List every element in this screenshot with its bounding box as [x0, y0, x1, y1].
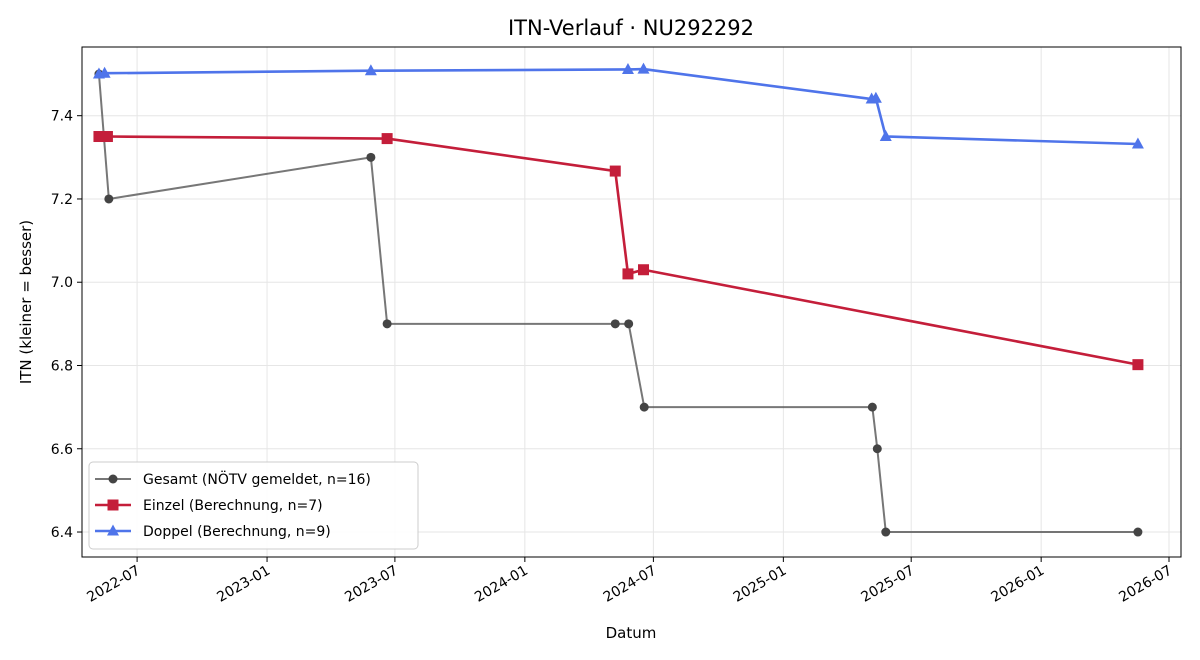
y-tick-label: 7.0 [51, 275, 73, 291]
data-point-gesamt [881, 527, 891, 537]
series-einzel [93, 131, 1144, 371]
data-point-doppel [1131, 137, 1144, 149]
y-tick-label: 7.2 [51, 192, 73, 208]
legend-item-gesamt: Gesamt (NÖTV gemeldet, n=16) [95, 470, 371, 488]
y-tick-label: 6.4 [51, 525, 73, 541]
y-axis-label: ITN (kleiner = besser) [17, 220, 35, 384]
data-point-doppel [621, 62, 634, 74]
chart-title: ITN-Verlauf · NU292292 [508, 16, 754, 40]
data-point-gesamt [624, 319, 634, 329]
data-point-einzel [101, 131, 113, 143]
series-layer [92, 62, 1144, 537]
legend-item-einzel: Einzel (Berechnung, n=7) [95, 498, 323, 514]
data-point-gesamt [366, 152, 376, 162]
series-doppel [92, 62, 1144, 149]
data-point-gesamt [1133, 527, 1143, 537]
data-point-gesamt [867, 402, 877, 412]
data-point-einzel [622, 268, 634, 280]
data-point-einzel [381, 133, 393, 145]
plot-frame [81, 46, 1182, 558]
legend-label-einzel: Einzel (Berechnung, n=7) [143, 498, 323, 514]
legend-label-gesamt: Gesamt (NÖTV gemeldet, n=16) [143, 470, 371, 488]
legend: Gesamt (NÖTV gemeldet, n=16) Einzel (Bere… [88, 461, 419, 550]
legend-item-doppel: Doppel (Berechnung, n=9) [95, 524, 331, 540]
data-point-doppel [98, 66, 111, 78]
data-point-einzel [638, 264, 650, 276]
legend-label-doppel: Doppel (Berechnung, n=9) [143, 524, 331, 540]
data-point-gesamt [104, 194, 114, 204]
data-point-einzel [609, 165, 621, 177]
data-point-einzel [93, 131, 105, 143]
legend-marker-einzel [107, 499, 119, 511]
data-point-gesamt [872, 444, 882, 454]
legend-marker-doppel [107, 524, 119, 536]
data-point-doppel [364, 64, 377, 76]
data-point-doppel [637, 62, 650, 74]
x-axis-label: Datum [606, 624, 657, 642]
data-point-einzel [1132, 359, 1144, 371]
data-point-gesamt [639, 402, 649, 412]
data-point-doppel [879, 130, 892, 142]
y-tick-label: 7.4 [51, 109, 73, 125]
y-tick-label: 6.8 [51, 358, 73, 374]
data-point-gesamt [382, 319, 392, 329]
legend-marker-gesamt [108, 474, 118, 484]
y-tick-label: 6.6 [51, 442, 73, 458]
data-point-gesamt [610, 319, 620, 329]
legend-box [88, 461, 419, 550]
data-point-doppel [869, 91, 882, 103]
